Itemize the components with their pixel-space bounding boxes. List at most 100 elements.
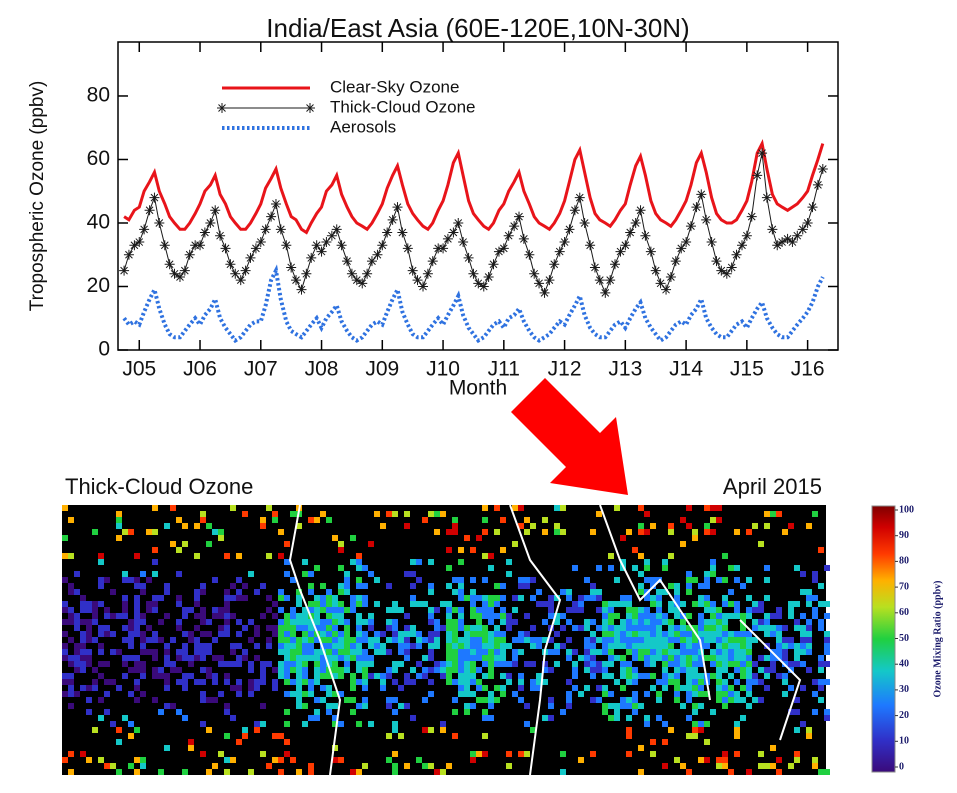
map-cell <box>110 589 116 595</box>
point-marker <box>199 227 210 238</box>
map-cell <box>722 751 728 757</box>
colorbar <box>871 505 896 773</box>
map-cell <box>278 595 284 601</box>
map-cell <box>650 685 656 691</box>
map-cell <box>92 727 98 733</box>
map-cell <box>734 661 740 667</box>
map-cell <box>668 631 674 637</box>
map-cell <box>80 667 86 673</box>
map-cell <box>338 691 344 697</box>
map-cell <box>728 613 734 619</box>
map-cell <box>200 589 206 595</box>
map-cell <box>818 619 824 625</box>
map-cell <box>104 691 110 697</box>
map-cell <box>140 589 146 595</box>
map-cell <box>398 607 404 613</box>
map-cell <box>824 649 830 655</box>
map-cell <box>452 607 458 613</box>
map-cell <box>710 637 716 643</box>
map-cell <box>656 631 662 637</box>
map-cell <box>668 625 674 631</box>
point-marker <box>777 237 788 248</box>
map-cell <box>782 529 788 535</box>
point-marker <box>746 211 757 222</box>
map-cell <box>548 595 554 601</box>
map-cell <box>776 673 782 679</box>
map-cell <box>224 625 230 631</box>
map-cell <box>560 643 566 649</box>
map-cell <box>530 637 536 643</box>
point-marker <box>296 284 307 295</box>
map-cell <box>494 625 500 631</box>
map-cell <box>518 505 524 511</box>
map-cell <box>260 703 266 709</box>
point-marker <box>412 275 423 286</box>
map-cell <box>374 643 380 649</box>
map-cell <box>410 559 416 565</box>
map-cell <box>662 685 668 691</box>
map-cell <box>620 655 626 661</box>
map-cell <box>470 637 476 643</box>
map-cell <box>386 511 392 517</box>
map-cell <box>488 649 494 655</box>
map-cell <box>590 655 596 661</box>
map-cell <box>656 697 662 703</box>
map-cell <box>428 613 434 619</box>
map-cell <box>812 571 818 577</box>
x-tick-label: J12 <box>548 358 582 381</box>
map-cell <box>698 613 704 619</box>
map-cell <box>338 589 344 595</box>
map-cell <box>386 667 392 673</box>
map-cell <box>458 625 464 631</box>
map-cell <box>338 583 344 589</box>
map-cell <box>122 601 128 607</box>
map-cell <box>614 613 620 619</box>
map-cell <box>770 661 776 667</box>
map-cell <box>236 685 242 691</box>
map-cell <box>620 601 626 607</box>
map-cell <box>224 757 230 763</box>
map-cell <box>110 763 116 769</box>
map-cell <box>188 673 194 679</box>
map-cell <box>722 649 728 655</box>
map-cell <box>320 655 326 661</box>
map-cell <box>314 619 320 625</box>
map-cell <box>284 595 290 601</box>
map-cell <box>452 631 458 637</box>
map-cell <box>518 751 524 757</box>
map-cell <box>746 661 752 667</box>
map-cell <box>698 679 704 685</box>
map-cell <box>230 583 236 589</box>
x-tick-label: J14 <box>669 358 703 381</box>
map-cell <box>638 673 644 679</box>
map-cell <box>476 619 482 625</box>
map-cell <box>632 565 638 571</box>
map-cell <box>710 649 716 655</box>
map-cell <box>272 601 278 607</box>
map-cell <box>572 625 578 631</box>
map-cell <box>116 685 122 691</box>
map-cell <box>446 565 452 571</box>
map-cell <box>110 631 116 637</box>
map-cell <box>380 679 386 685</box>
map-cell <box>806 667 812 673</box>
map-cell <box>644 619 650 625</box>
map-cell <box>392 697 398 703</box>
map-cell <box>416 637 422 643</box>
map-cell <box>686 583 692 589</box>
map-cell <box>596 685 602 691</box>
map-cell <box>794 709 800 715</box>
map-cell <box>278 673 284 679</box>
map-cell <box>764 523 770 529</box>
map-cell <box>506 625 512 631</box>
map-cell <box>302 559 308 565</box>
map-cell <box>134 679 140 685</box>
map-cell <box>176 667 182 673</box>
map-cell <box>308 643 314 649</box>
map-cell <box>734 721 740 727</box>
map-cell <box>338 601 344 607</box>
map-cell <box>212 679 218 685</box>
map-cell <box>734 697 740 703</box>
map-cell <box>788 685 794 691</box>
map-cell <box>164 745 170 751</box>
